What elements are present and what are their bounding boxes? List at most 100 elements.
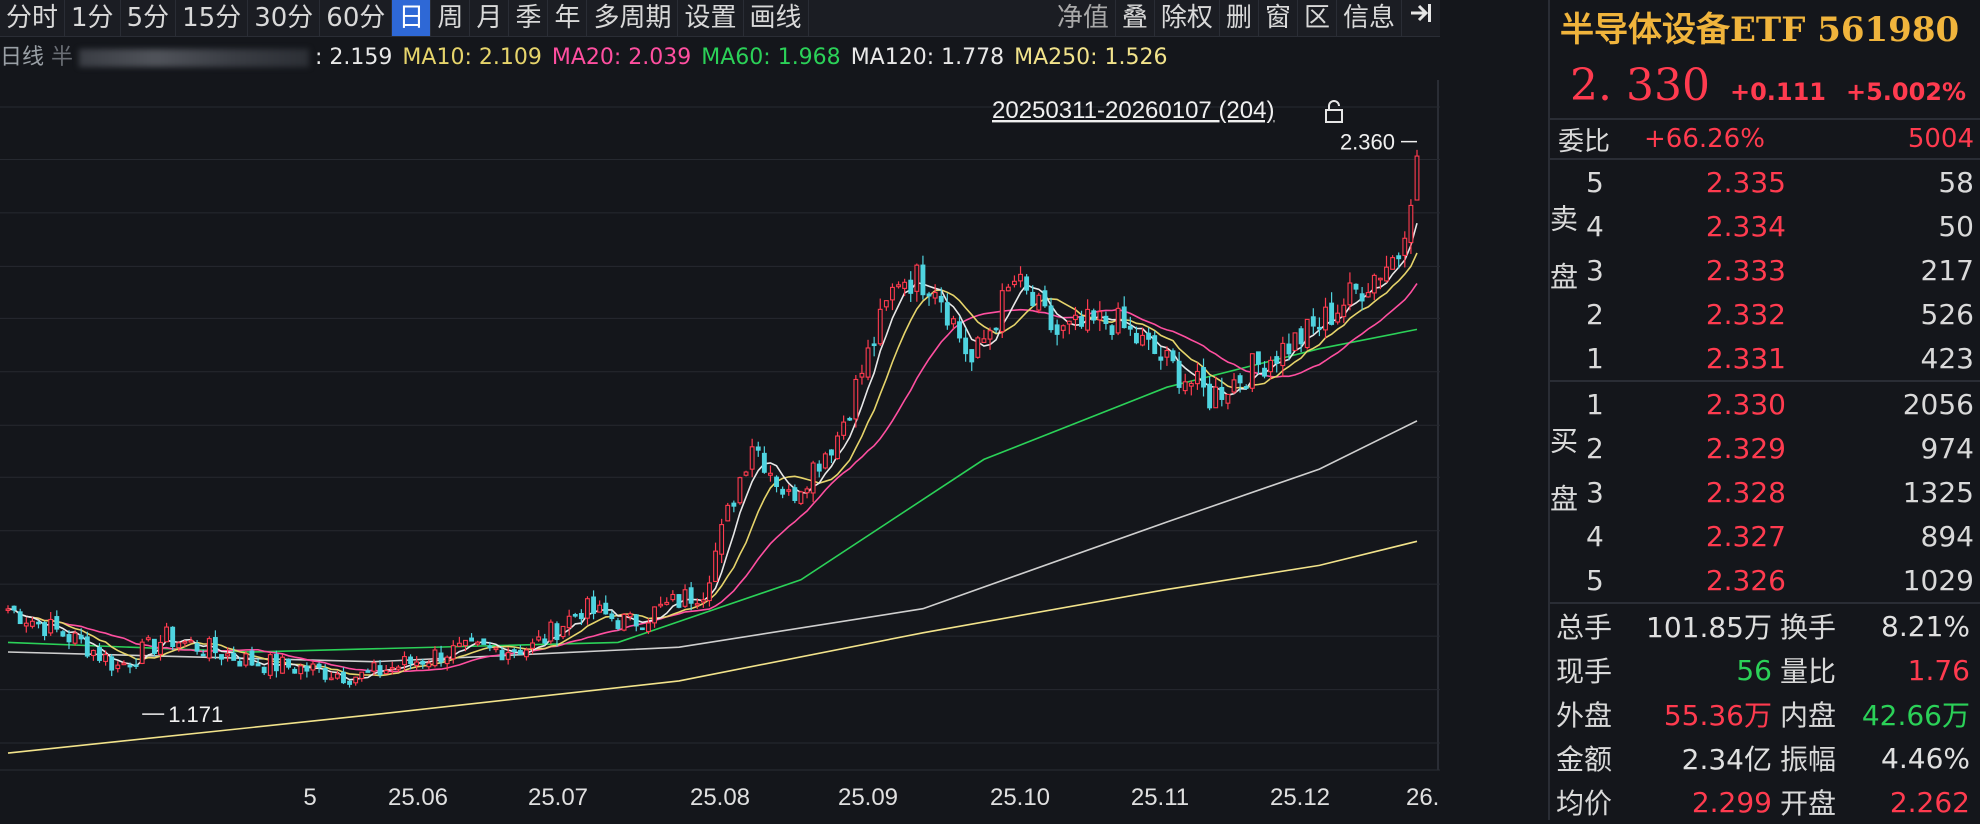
chart-grid [0, 80, 1440, 771]
order-book-row[interactable]: 4 2.327 894 [1550, 514, 1980, 558]
book-level: 5 [1586, 165, 1604, 199]
weibi-pct: +66.26% [1644, 124, 1765, 154]
candle-body [1207, 383, 1213, 409]
period-tab[interactable]: 设置 [678, 0, 744, 36]
candle-body [951, 318, 956, 325]
exit-arrow-icon[interactable] [1402, 0, 1440, 36]
toolbar-tool[interactable]: 窗 [1259, 0, 1298, 36]
candle-body [975, 337, 981, 358]
kline-chart[interactable]: 2.4322.3232.2122.1011.9931.8821.7711.663… [0, 80, 1440, 820]
stat-value: 2.299 [1691, 785, 1772, 819]
toolbar-tool[interactable]: 叠 [1116, 0, 1155, 36]
candle-body [566, 615, 572, 629]
candle-body [737, 477, 743, 504]
candle-body [511, 649, 517, 653]
period-tab[interactable]: 1分 [65, 0, 121, 36]
candle-body [969, 349, 975, 363]
stat-value: 1.76 [1907, 653, 1970, 687]
candle-body [761, 452, 767, 473]
candle-body [72, 632, 78, 644]
candle-body [707, 582, 712, 602]
candle-body [804, 488, 810, 494]
candle-body [347, 680, 353, 685]
period-tab[interactable]: 30分 [248, 0, 321, 36]
candle-body [225, 653, 231, 657]
candle-body [1359, 293, 1365, 302]
book-level: 4 [1586, 519, 1604, 553]
order-book-row[interactable]: 4 2.334 50 [1550, 204, 1980, 248]
candle-body [1268, 359, 1274, 373]
period-tab[interactable]: 月 [470, 0, 510, 36]
candle-body [1286, 343, 1292, 355]
candle-body [1243, 386, 1249, 389]
period-tab[interactable]: 周 [431, 0, 471, 36]
stat-key: 换手 [1780, 611, 1837, 644]
stat-value: 2.262 [1889, 785, 1970, 819]
candle-body [237, 660, 243, 667]
candle-body [914, 264, 920, 292]
candle-body [42, 622, 48, 636]
candle-body [1164, 349, 1170, 358]
period-tab[interactable]: 分时 [0, 0, 66, 36]
stat-row: 金额 2.34亿 振幅 4.46% [1550, 736, 1980, 780]
order-book-row[interactable]: 2 2.329 974 [1550, 426, 1980, 470]
period-tabs: 分时 1分 5分 15分 30分 60分日周月季年多周期 设置 画线 [0, 0, 809, 36]
period-tab[interactable]: 季 [509, 0, 549, 36]
candle-body [353, 676, 359, 684]
candle-body [1408, 204, 1414, 244]
ma60-value: MA60: 1.968 [701, 45, 841, 70]
candle-body [902, 281, 908, 289]
ma60-line [7, 328, 1418, 653]
period-tab[interactable]: 60分 [320, 0, 393, 36]
period-tab[interactable]: 5分 [121, 0, 177, 36]
order-book-row[interactable]: 3 2.333 217 [1550, 248, 1980, 292]
candle-body [1121, 306, 1127, 329]
candle-body [200, 653, 206, 657]
candle-body [395, 666, 401, 670]
candle-body [1042, 290, 1048, 307]
toolbar-tool[interactable]: 净值 [1051, 0, 1116, 36]
book-volume: 50 [1938, 209, 1974, 243]
candle-body [1274, 356, 1280, 364]
stat-key: 金额 [1556, 743, 1613, 776]
order-book-row[interactable]: 5 2.335 58 [1550, 160, 1980, 204]
candle-body [481, 638, 487, 645]
order-book-row[interactable]: 2 2.332 526 [1550, 292, 1980, 336]
period-tab[interactable]: 15分 [176, 0, 249, 36]
candle-body [450, 645, 456, 660]
book-level: 3 [1586, 253, 1604, 287]
book-price: 2.333 [1705, 253, 1786, 287]
candle-body [109, 656, 115, 671]
toolbar-tool[interactable]: 删 [1220, 0, 1259, 36]
chart-annotations: 20250311-20260107 (204) 2.360 1.171 [142, 97, 1417, 727]
period-tab[interactable]: 年 [548, 0, 588, 36]
order-book-row[interactable]: 1 2.330 2056 [1550, 382, 1980, 426]
stat-row: 总手 101.85万 换手 8.21% [1550, 604, 1980, 648]
candle-body [1323, 306, 1328, 331]
period-tab[interactable]: 日 [392, 0, 432, 36]
candle-body [908, 279, 914, 294]
book-price: 2.329 [1705, 431, 1786, 465]
order-book-row[interactable]: 1 2.331 423 [1550, 336, 1980, 380]
toolbar-tool[interactable]: 除权 [1155, 0, 1220, 36]
candle-body [261, 666, 267, 674]
candle-body [694, 603, 700, 606]
period-tab[interactable]: 多周期 [587, 0, 679, 36]
candle-body [847, 417, 853, 421]
candle-body [676, 594, 682, 608]
order-book-row[interactable]: 3 2.328 1325 [1550, 470, 1980, 514]
period-tab[interactable]: 画线 [744, 0, 809, 36]
book-level: 4 [1586, 209, 1604, 243]
candle-body [609, 613, 615, 620]
buy-order-book: 1 2.330 2056 2 2.329 974 3 2.328 1325 4 2.327 894 5 2… [1546, 382, 1980, 602]
book-price: 2.331 [1705, 341, 1786, 375]
book-price: 2.334 [1705, 209, 1786, 243]
candle-body [578, 613, 584, 620]
candle-body [1310, 316, 1316, 327]
order-book-row[interactable]: 5 2.326 1029 [1550, 558, 1980, 602]
toolbar-tool[interactable]: 区 [1298, 0, 1337, 36]
candle-body [615, 620, 621, 629]
toolbar-tool[interactable]: 信息 [1337, 0, 1402, 36]
book-price: 2.326 [1705, 563, 1786, 597]
candle-body [1097, 311, 1103, 321]
